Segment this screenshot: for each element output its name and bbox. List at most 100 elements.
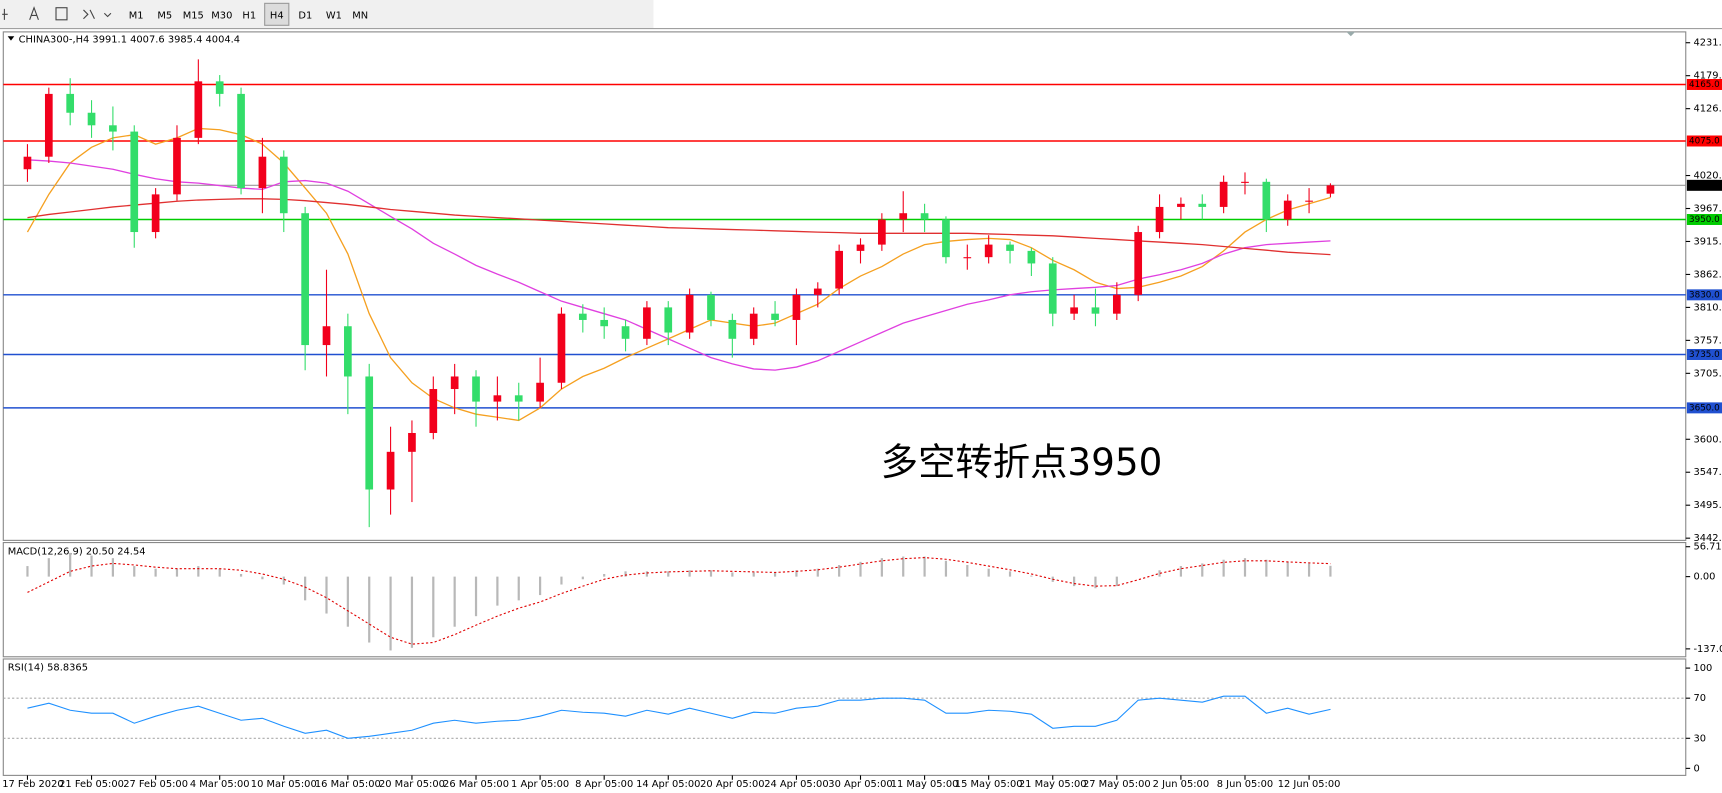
x-tick-label: 20 Apr 05:00 [700, 779, 764, 790]
current-price-box [1686, 179, 1722, 191]
macd-bar [218, 568, 221, 577]
candle-body [151, 194, 160, 233]
timeframe-button[interactable]: M30 [211, 10, 232, 21]
timeframe-button[interactable]: M5 [157, 10, 172, 21]
macd-bar [133, 566, 136, 577]
candle-body [899, 213, 908, 220]
candle-body [942, 219, 950, 258]
candle-body [536, 382, 544, 402]
x-tick-label: 15 May 05:00 [955, 779, 1023, 790]
candle-body [109, 125, 117, 132]
candle-body [1177, 203, 1185, 207]
candle-body [237, 93, 245, 189]
timeframe-button[interactable]: M1 [129, 10, 144, 21]
candle-body [1198, 203, 1207, 207]
macd-bar [1286, 561, 1289, 577]
macd-bar [111, 558, 114, 577]
timeframe-button[interactable]: M15 [183, 10, 204, 21]
candle-body [878, 219, 886, 245]
level-label: 3950.0 [1689, 215, 1720, 225]
candle-body [813, 288, 822, 295]
macd-bar [987, 568, 990, 577]
candle-body [1112, 294, 1121, 314]
x-tick-label: 2 Jun 05:00 [1153, 779, 1209, 790]
candle-body [664, 307, 673, 333]
y-tick-label: 56.71 [1693, 542, 1721, 553]
x-tick-label: 26 Mar 05:00 [443, 779, 509, 790]
macd-bar [752, 572, 755, 577]
toolbar [0, 0, 654, 29]
candle-body [1134, 232, 1143, 295]
candle-body [408, 432, 416, 452]
macd-bar [47, 558, 50, 577]
y-tick-label: 3862.5 [1693, 269, 1722, 280]
macd-bar [282, 576, 285, 585]
text-icon[interactable] [29, 6, 39, 21]
macd-bar [816, 568, 819, 577]
shapes-icon[interactable] [83, 9, 112, 20]
candle-body [685, 294, 694, 333]
candle-body [1091, 307, 1100, 314]
level-label: 4075.0 [1689, 136, 1720, 146]
timeframe-button[interactable]: W1 [326, 10, 342, 21]
macd-bar [261, 576, 264, 580]
level-label: 4165.0 [1689, 80, 1720, 90]
y-tick-label: 4231.5 [1693, 38, 1722, 49]
crosshair-icon[interactable] [2, 8, 8, 20]
candle-body [301, 213, 309, 346]
moving-average [27, 198, 1331, 256]
macd-bar [69, 552, 72, 577]
y-tick-label: 0.00 [1693, 572, 1715, 583]
candle-body [920, 213, 929, 220]
y-tick-label: 4020.0 [1693, 171, 1722, 182]
macd-bar [1307, 563, 1311, 577]
macd-bar [517, 576, 520, 601]
candle-body [728, 319, 737, 339]
macd-bar [880, 558, 883, 577]
macd-bar [432, 576, 435, 638]
rsi-panel-frame [2, 658, 1687, 776]
candle-body [1241, 181, 1249, 183]
macd-bar [795, 570, 798, 577]
macd-bar [838, 565, 841, 577]
candle-body [984, 244, 993, 258]
level-label-box [1686, 213, 1722, 225]
panels [2, 31, 1687, 776]
candle-body [1048, 263, 1057, 314]
candle-body [514, 395, 523, 402]
candle-body [344, 326, 352, 377]
macd-bar [453, 576, 456, 627]
macd-bar [859, 561, 862, 577]
timeframe-button[interactable]: D1 [298, 10, 312, 21]
candle-body [1070, 307, 1078, 314]
candle-body [23, 156, 32, 170]
macd-bar [26, 566, 29, 577]
tool-icons [2, 6, 112, 21]
x-tick-label: 20 Mar 05:00 [379, 779, 445, 790]
y-tick-label: 70 [1693, 693, 1706, 704]
macd-bar [1008, 571, 1012, 577]
macd-bar [923, 556, 926, 577]
rsi-title: RSI(14) 58.8365 [8, 663, 88, 674]
timeframe-button[interactable]: MN [352, 10, 368, 21]
macd-bar [1158, 570, 1161, 577]
candle-body [963, 257, 972, 259]
macd-bar [709, 570, 713, 577]
macd-bar [496, 576, 499, 606]
candle-body [173, 137, 181, 195]
label-icon[interactable] [55, 7, 68, 21]
rsi-line [27, 695, 1331, 739]
timeframe-button[interactable]: H1 [242, 10, 256, 21]
macd-bar [773, 572, 777, 577]
candle-body [1006, 244, 1014, 251]
macd-bar [325, 576, 328, 614]
macd-bar [944, 560, 948, 577]
candle-body [749, 313, 758, 339]
macd-bar [239, 573, 243, 577]
candle-body [322, 326, 331, 346]
candle-body [87, 112, 96, 126]
y-tick-label: 100 [1693, 663, 1712, 674]
timeframe-button[interactable]: H4 [270, 10, 284, 21]
